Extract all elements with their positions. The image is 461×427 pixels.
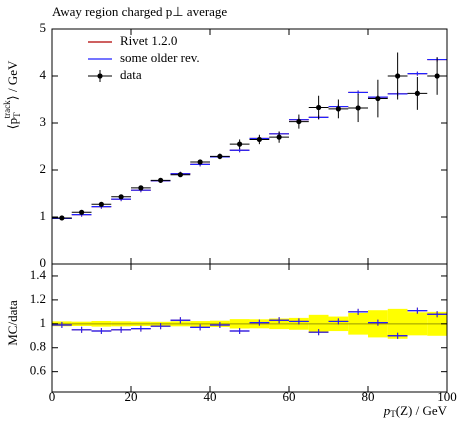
data-point (158, 177, 164, 183)
data-point (335, 106, 341, 112)
y-label-sup: track (2, 100, 12, 118)
data-point (118, 194, 124, 200)
y-label-sub: T (12, 112, 22, 118)
y-tick-label: 4 (40, 67, 47, 82)
ratio-y-tick-label: 1.4 (30, 267, 47, 282)
ratio-y-tick-label: 1.2 (30, 291, 46, 306)
data-point (395, 73, 401, 79)
y-tick-label: 3 (40, 114, 47, 129)
x-tick-label: 80 (362, 389, 375, 404)
data-point (434, 73, 440, 79)
y-axis-label: ⟨pTtrack⟩ / GeV (2, 60, 22, 129)
x-label-sub: T (390, 409, 396, 419)
data-point (375, 95, 381, 102)
x-tick-label: 100 (437, 389, 457, 404)
data-point (217, 153, 223, 159)
legend-label: some older rev. (120, 50, 200, 65)
ratio-y-tick-label: 0.6 (30, 363, 47, 378)
data-point (355, 105, 361, 111)
y-tick-label: 1 (40, 208, 47, 223)
data-point (197, 159, 203, 165)
data-point (256, 136, 262, 143)
y-tick-label: 0 (40, 255, 47, 270)
y-tick-label: 2 (40, 161, 47, 176)
data-point (237, 141, 243, 147)
legend-label: Rivet 1.2.0 (120, 33, 177, 48)
x-tick-label: 20 (125, 389, 138, 404)
ratio-frame (51, 263, 448, 393)
data-point (276, 134, 282, 140)
data-point (316, 104, 322, 111)
x-label-part: (Z) / GeV (396, 403, 448, 418)
data-point (296, 118, 302, 125)
data-point (79, 209, 85, 215)
plot-frame (51, 28, 448, 265)
legend-label: data (120, 67, 142, 82)
data-point (98, 201, 104, 207)
data-point (414, 90, 420, 96)
legend-swatch (97, 73, 103, 79)
y-label-part: ⟩ / GeV (5, 60, 20, 100)
x-tick-label: 60 (283, 389, 296, 404)
y-label-part: ⟨p (5, 118, 20, 130)
data-point (177, 172, 183, 178)
data-point (138, 185, 144, 191)
ratio-y-tick-label: 1 (40, 315, 47, 330)
x-tick-label: 0 (49, 389, 56, 404)
chart-title: Away region charged p⊥ average (52, 4, 227, 19)
data-point (59, 215, 65, 221)
ratio-y-tick-label: 0.8 (30, 339, 46, 354)
x-tick-label: 40 (204, 389, 217, 404)
y-tick-label: 5 (40, 20, 47, 35)
ratio-y-label: MC/data (5, 300, 20, 346)
x-label-part: p (383, 403, 391, 418)
x-axis-label: pT(Z) / GeV (383, 403, 448, 419)
